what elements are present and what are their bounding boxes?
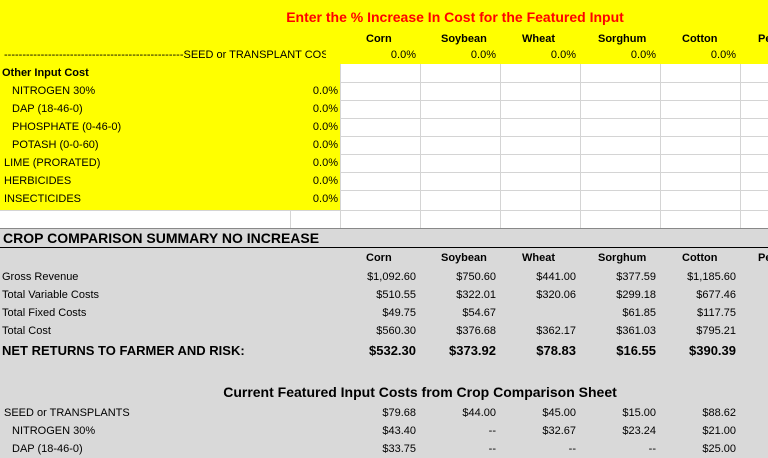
input-label-phosphate: PHOSPHATE (0-46-0): [12, 121, 122, 133]
grid-line: [580, 64, 581, 210]
input-label-insecticides: INSECTICIDES: [4, 193, 82, 205]
input-labels-region: [0, 64, 340, 210]
crop-header-wheat: Wheat: [522, 33, 555, 45]
top-input-region: [0, 0, 768, 64]
summary-row-label: Total Fixed Costs: [2, 307, 87, 319]
summary-value: $510.55: [376, 289, 416, 301]
current-value: $88.62: [702, 407, 736, 419]
summary-value: $362.17: [536, 325, 576, 337]
current-value: --: [488, 443, 496, 455]
summary-value: $376.68: [456, 325, 496, 337]
current-value: $15.00: [622, 407, 656, 419]
summary-value: $320.06: [536, 289, 576, 301]
summary-title: CROP COMPARISON SUMMARY NO INCREASE: [3, 230, 320, 246]
input-label-lime: LIME (PRORATED): [4, 157, 101, 169]
current-value: $32.67: [542, 425, 576, 437]
current-row-label: DAP (18-46-0): [12, 443, 83, 455]
input-label-potash: POTASH (0-0-60): [12, 139, 99, 151]
summary-header-cotton: Cotton: [682, 252, 718, 264]
current-value: $23.24: [622, 425, 656, 437]
net-returns-value: $532.30: [369, 343, 416, 358]
crop-header-corn: Corn: [366, 33, 392, 45]
current-value: $43.40: [382, 425, 416, 437]
input-label-herbicides: HERBICIDES: [4, 175, 72, 187]
net-returns-label: NET RETURNS TO FARMER AND RISK:: [2, 343, 245, 358]
summary-header-corn: Corn: [366, 252, 392, 264]
summary-value: $1,092.60: [367, 271, 416, 283]
current-row-label: NITROGEN 30%: [12, 425, 96, 437]
current-costs-title: Current Featured Input Costs from Crop C…: [223, 384, 617, 400]
crop-header-pe: Pe: [758, 33, 768, 45]
input-pct-nitrogen[interactable]: 0.0%: [312, 85, 338, 97]
seed-pct-cotton[interactable]: 0.0%: [710, 49, 736, 61]
summary-value: $750.60: [456, 271, 496, 283]
summary-value: $795.21: [696, 325, 736, 337]
summary-value: $677.46: [696, 289, 736, 301]
summary-value: $441.00: [536, 271, 576, 283]
summary-value: $361.03: [616, 325, 656, 337]
summary-row-label: Gross Revenue: [2, 271, 79, 283]
input-pct-lime[interactable]: 0.0%: [312, 157, 338, 169]
seed-pct-soybean[interactable]: 0.0%: [470, 49, 496, 61]
current-row-label: SEED or TRANSPLANTS: [4, 407, 130, 419]
net-returns-value: $373.92: [449, 343, 496, 358]
grid-line: [740, 64, 741, 210]
input-pct-potash[interactable]: 0.0%: [312, 139, 338, 151]
current-value: $45.00: [542, 407, 576, 419]
crop-header-sorghum: Sorghum: [598, 33, 647, 45]
input-pct-insecticides[interactable]: 0.0%: [312, 193, 338, 205]
summary-header-soybean: Soybean: [441, 252, 487, 264]
current-value: --: [568, 443, 576, 455]
current-value: $33.75: [382, 443, 416, 455]
seed-pct-corn[interactable]: 0.0%: [390, 49, 416, 61]
summary-value: $54.67: [462, 307, 496, 319]
input-pct-herbicides[interactable]: 0.0%: [312, 175, 338, 187]
input-label-dap: DAP (18-46-0): [12, 103, 83, 115]
current-value: $25.00: [702, 443, 736, 455]
summary-header-wheat: Wheat: [522, 252, 555, 264]
grid-line: [660, 64, 661, 210]
summary-value: $299.18: [616, 289, 656, 301]
current-value: --: [488, 425, 496, 437]
current-value: $21.00: [702, 425, 736, 437]
current-value: $79.68: [382, 407, 416, 419]
current-value: $44.00: [462, 407, 496, 419]
summary-row-label: Total Variable Costs: [2, 289, 100, 301]
summary-value: $1,185.60: [687, 271, 736, 283]
crop-header-cotton: Cotton: [682, 33, 718, 45]
input-pct-phosphate[interactable]: 0.0%: [312, 121, 338, 133]
crop-header-soybean: Soybean: [441, 33, 487, 45]
summary-region: [0, 228, 768, 458]
net-returns-value: $390.39: [689, 343, 736, 358]
seed-pct-sorghum[interactable]: 0.0%: [630, 49, 656, 61]
summary-value: $61.85: [622, 307, 656, 319]
summary-value: $322.01: [456, 289, 496, 301]
grid-line: [340, 64, 341, 210]
grid-line: [500, 64, 501, 210]
summary-value: $117.75: [697, 307, 736, 319]
other-input-label: Other Input Cost: [2, 67, 89, 79]
net-returns-value: $16.55: [616, 343, 656, 358]
summary-header-sorghum: Sorghum: [598, 252, 647, 264]
seed-pct-wheat[interactable]: 0.0%: [550, 49, 576, 61]
increase-title: Enter the % Increase In Cost for the Fea…: [286, 9, 624, 25]
summary-row-label: Total Cost: [2, 325, 51, 337]
net-returns-value: $78.83: [536, 343, 576, 358]
seed-cost-label: ----------------------------------------…: [4, 49, 326, 61]
grid-line: [420, 64, 421, 210]
summary-value: $377.59: [616, 271, 656, 283]
input-label-nitrogen: NITROGEN 30%: [12, 85, 96, 97]
current-value: --: [648, 443, 656, 455]
summary-value: $560.30: [376, 325, 416, 337]
input-pct-dap[interactable]: 0.0%: [312, 103, 338, 115]
summary-header-pe: Pe: [758, 252, 768, 264]
summary-value: $49.75: [382, 307, 416, 319]
